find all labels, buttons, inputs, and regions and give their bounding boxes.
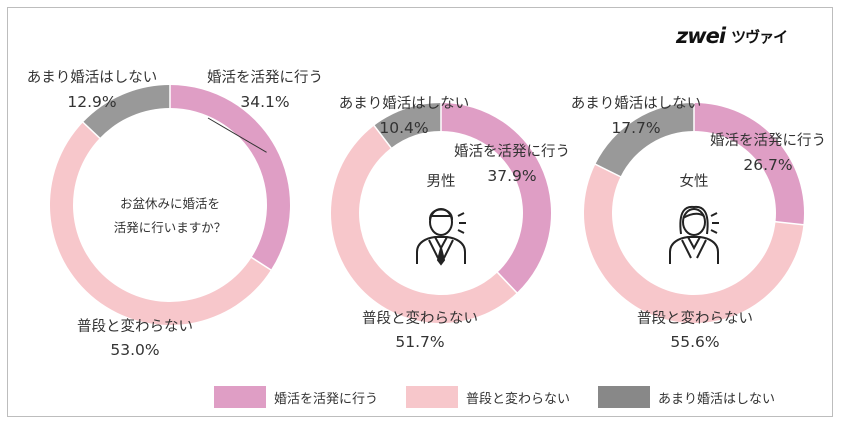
slice-separator: [496, 271, 519, 294]
man-icon: [416, 208, 466, 266]
legend-item-active: 婚活を活発に行う: [214, 386, 378, 408]
slice-value-usual: 53.0%: [110, 341, 159, 359]
center-title: 女性: [680, 172, 709, 190]
slice-separator: [774, 220, 805, 226]
slice-value-usual: 51.7%: [395, 333, 444, 351]
center-question-line: お盆休みに婚活を: [120, 196, 220, 211]
slice-label-usual: 普段と変わらない: [77, 318, 193, 335]
slice-active: [694, 103, 805, 225]
slice-usual: [330, 125, 517, 324]
slice-value-active: 26.7%: [743, 156, 792, 174]
legend: 婚活を活発に行う 普段と変わらない あまり婚活はしない: [214, 385, 803, 409]
legend-label-none: あまり婚活はしない: [658, 391, 776, 407]
slice-none: [374, 103, 441, 148]
center-question-line: 活発に行いますか？: [114, 220, 227, 235]
donut-chart-1: 婚活を活発に行う 34.1% 普段と変わらない 53.0% あまり婚活はしない 12.9%…: [27, 69, 323, 359]
slice-label-usual: 普段と変わらない: [362, 310, 478, 327]
slice-label-none: あまり婚活はしない: [27, 69, 158, 86]
leader-line: [207, 117, 267, 153]
legend-swatch-none: [598, 386, 651, 408]
slice-label-none: あまり婚活はしない: [339, 95, 470, 112]
slice-label-active: 婚活を活発に行う: [207, 69, 323, 86]
legend-item-none: あまり婚活はしない: [598, 386, 775, 408]
slice-none: [83, 85, 170, 139]
logo-mark: zwei: [676, 24, 726, 48]
slice-label-none: あまり婚活はしない: [571, 95, 702, 112]
slice-label-usual: 普段と変わらない: [637, 310, 753, 327]
slice-value-active: 34.1%: [240, 93, 289, 111]
legend-label-usual: 普段と変わらない: [466, 391, 571, 407]
slice-active: [441, 103, 551, 293]
chart-frame: [7, 7, 833, 417]
logo-text: ツヴァイ: [731, 27, 788, 46]
slice-none: [595, 103, 694, 177]
legend-label-active: 婚活を活発に行う: [274, 391, 379, 407]
slice-value-none: 10.4%: [379, 119, 428, 137]
legend-item-usual: 普段と変わらない: [406, 386, 570, 408]
slice-usual: [584, 164, 804, 324]
slice-separator: [594, 163, 622, 178]
slice-usual: [50, 122, 271, 325]
woman-icon: [669, 205, 719, 264]
slice-value-usual: 55.6%: [670, 333, 719, 351]
slice-separator: [250, 256, 273, 272]
center-title: 男性: [427, 173, 456, 190]
slice-separator: [81, 121, 101, 140]
slice-value-none: 17.7%: [611, 119, 660, 137]
slice-value-none: 12.9%: [67, 93, 116, 111]
slice-value-active: 37.9%: [487, 167, 536, 185]
slice-label-active: 婚活を活発に行う: [454, 143, 570, 160]
donut-chart-3: 婚活を活発に行う 26.7% 普段と変わらない 55.6% あまり婚活はしない 17.7%…: [571, 95, 826, 351]
brand-logo: zwei ツヴァイ: [676, 22, 788, 50]
slice-label-active: 婚活を活発に行う: [710, 132, 826, 149]
slice-active: [170, 85, 291, 270]
donut-chart-2: 婚活を活発に行う 37.9% 普段と変わらない 51.7% あまり婚活はしない 10.4%…: [330, 95, 570, 351]
slice-separator: [372, 124, 393, 150]
legend-swatch-usual: [406, 386, 459, 408]
legend-swatch-active: [214, 386, 266, 408]
